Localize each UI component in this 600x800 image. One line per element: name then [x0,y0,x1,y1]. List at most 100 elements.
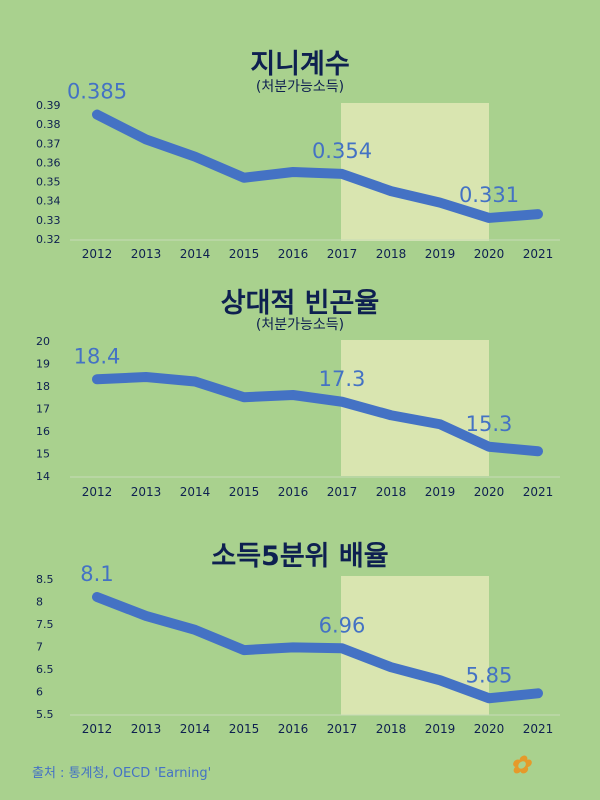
y-tick-label: 0.39 [36,99,61,112]
y-tick-label: 8 [36,596,43,609]
data-point [194,628,196,631]
x-tick-label: 2020 [474,485,505,499]
y-tick-label: 19 [36,358,50,371]
series-line [92,372,543,457]
chart-subtitle-poverty: (처분가능소득) [255,317,345,333]
data-point [390,190,392,193]
x-tick-label: 2019 [425,247,456,261]
y-tick-label: 17 [36,403,50,416]
data-label: 0.331 [459,183,519,207]
x-tick-label: 2013 [131,722,162,736]
x-tick-label: 2020 [474,722,505,736]
y-tick-label: 7 [36,641,43,654]
x-tick-label: 2021 [523,485,554,499]
y-tick-label: 15 [36,448,50,461]
data-label: 0.385 [67,80,127,104]
data-point [390,414,392,417]
x-tick-label: 2012 [82,722,113,736]
data-point [145,138,147,141]
y-tick-label: 20 [36,335,50,348]
data-point [488,445,490,448]
y-tick-label: 5.5 [36,708,54,721]
data-label: 6.96 [319,613,366,637]
x-tick-label: 2016 [278,247,309,261]
y-tick-label: 14 [36,470,50,483]
data-point [145,376,147,378]
x-tick-label: 2018 [376,485,407,499]
data-point [488,697,490,700]
series-line [92,592,543,704]
data-point [243,396,245,399]
y-tick-label: 0.37 [36,137,61,150]
series-line [92,109,543,223]
x-tick-label: 2019 [425,485,456,499]
chart-subtitle-gini: (처분가능소득) [255,79,345,95]
x-tick-label: 2017 [327,722,358,736]
data-label: 0.354 [312,139,372,163]
x-tick-label: 2015 [229,247,260,261]
x-tick-label: 2013 [131,485,162,499]
y-tick-label: 0.34 [36,195,61,208]
data-point [341,172,343,175]
x-tick-label: 2014 [180,722,211,736]
x-tick-label: 2014 [180,247,211,261]
data-label: 18.4 [74,344,121,368]
x-tick-label: 2015 [229,485,260,499]
data-point [96,378,98,381]
x-tick-label: 2017 [327,485,358,499]
data-point [292,394,294,396]
data-point [341,400,343,403]
data-label: 17.3 [319,367,366,391]
data-label: 8.1 [80,562,113,586]
data-point [96,596,98,598]
chart-title-gini: 지니계수 [250,49,350,80]
data-point [390,666,392,669]
x-tick-label: 2021 [523,247,554,261]
data-point [292,171,294,173]
data-point [341,647,343,650]
data-point [439,201,441,204]
y-tick-label: 7.5 [36,618,54,631]
data-point [439,423,441,426]
y-tick-label: 0.36 [36,156,61,169]
x-tick-label: 2018 [376,247,407,261]
x-tick-label: 2013 [131,247,162,261]
y-tick-label: 0.33 [36,214,61,227]
highlight-region [341,103,489,241]
y-tick-label: 16 [36,425,50,438]
y-tick-label: 0.35 [36,176,61,189]
data-point [243,649,245,652]
source-note: 출처 : 통계청, OECD 'Earning' [32,766,212,781]
x-tick-label: 2015 [229,722,260,736]
data-point [194,380,196,383]
data-label: 15.3 [466,412,513,436]
x-tick-label: 2021 [523,722,554,736]
x-tick-label: 2014 [180,485,211,499]
x-tick-label: 2020 [474,247,505,261]
data-point [488,216,490,219]
data-point [194,155,196,158]
data-point [145,614,147,617]
y-tick-label: 6 [36,686,43,699]
data-point [96,113,98,116]
x-tick-label: 2012 [82,485,113,499]
x-tick-label: 2018 [376,722,407,736]
data-point [439,679,441,682]
x-tick-label: 2017 [327,247,358,261]
x-tick-label: 2012 [82,247,113,261]
x-tick-label: 2016 [278,485,309,499]
chart-title-poverty: 상대적 빈곤율 [220,288,380,319]
data-label: 5.85 [466,663,513,687]
y-tick-label: 8.5 [36,573,54,586]
chart-title-quintile: 소득5분위 배율 [211,541,389,572]
data-point [537,213,539,216]
logo: ✿ [510,750,531,779]
x-tick-label: 2019 [425,722,456,736]
y-tick-label: 0.38 [36,118,61,131]
y-tick-label: 0.32 [36,233,61,246]
y-tick-label: 6.5 [36,663,54,676]
data-point [292,646,294,649]
data-point [537,692,539,695]
